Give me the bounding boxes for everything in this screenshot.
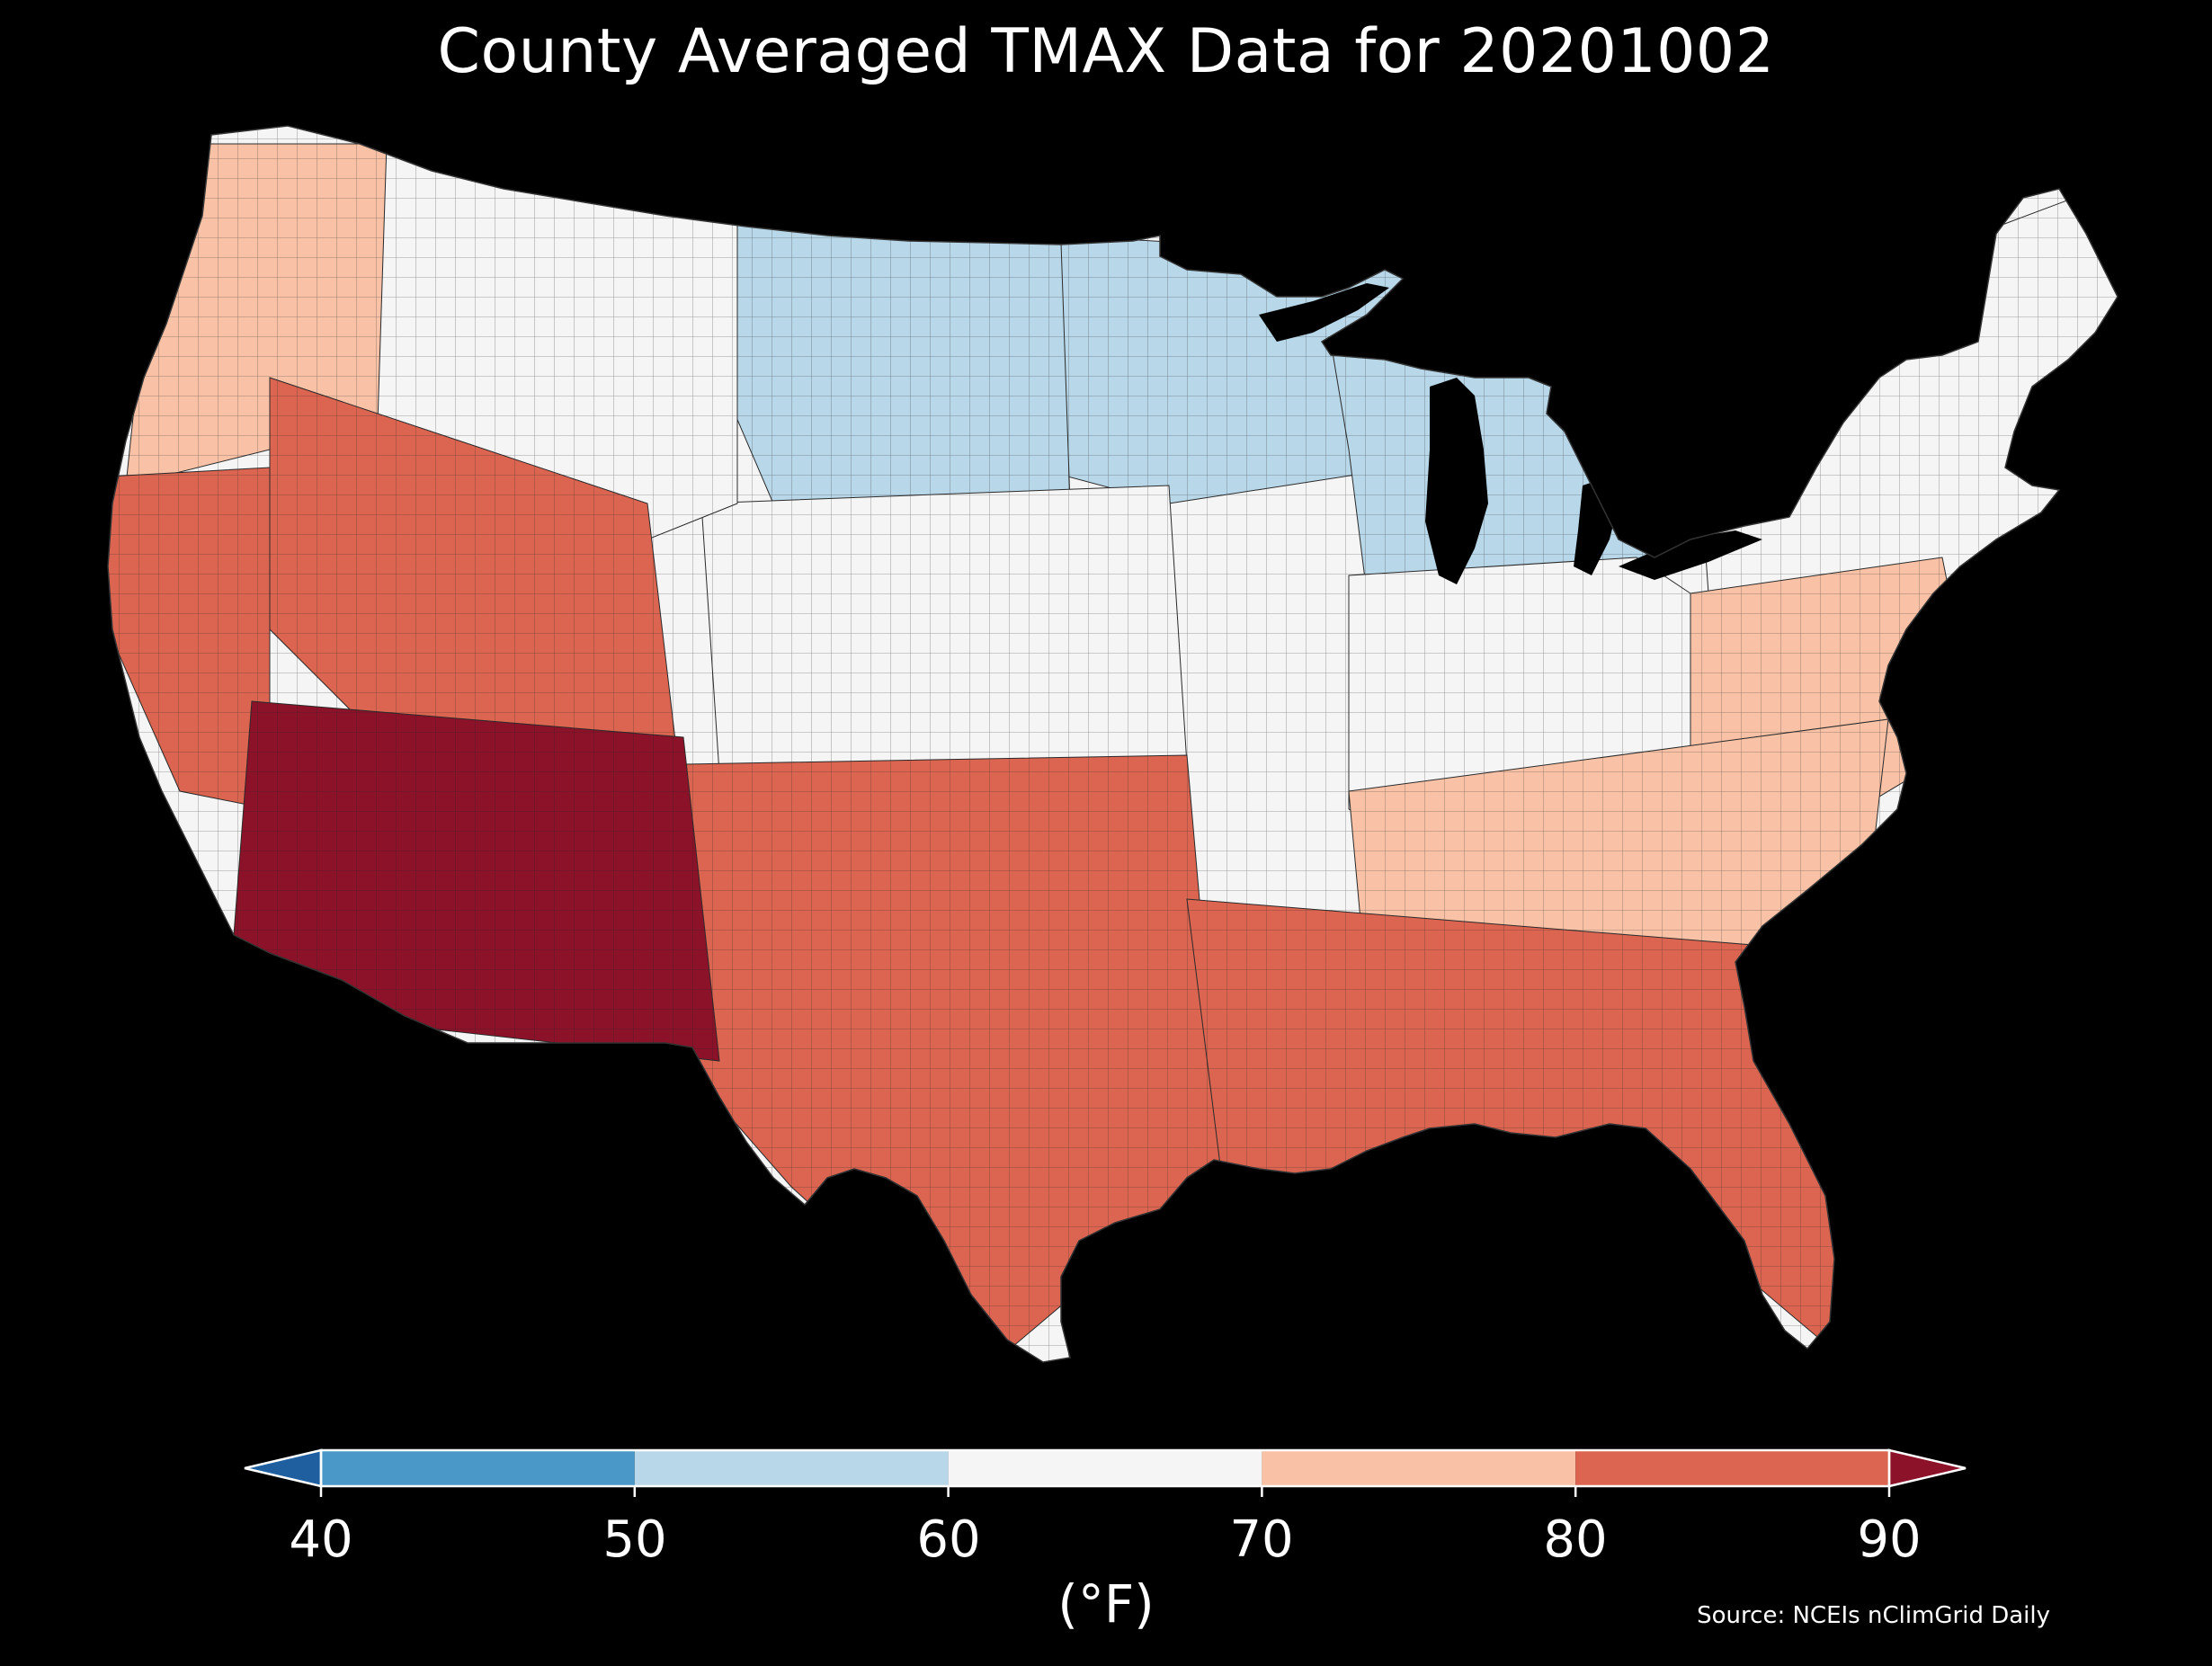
colorbar-under-arrow [244, 1448, 323, 1488]
colorbar-bin [634, 1450, 949, 1486]
colorbar-over-arrow [1887, 1448, 1967, 1488]
page-title: County Averaged TMAX Data for 20201002 [437, 16, 1775, 87]
source-credit: Source: NCEIs nClimGrid Daily [1697, 1602, 2050, 1629]
great-lakes [1259, 283, 1762, 584]
colorbar-tick-label: 90 [1857, 1510, 1922, 1569]
colorbar-bin [321, 1450, 635, 1486]
colorbar-units-label: (°F) [1057, 1573, 1155, 1635]
colorbar-tick-label: 40 [289, 1510, 353, 1569]
colorbar-tick-label: 60 [916, 1510, 981, 1569]
colorbar-bin [1575, 1450, 1889, 1486]
colorbar-tick-label: 50 [602, 1510, 667, 1569]
colorbar-frame [319, 1448, 1891, 1488]
colorbar-tick-label: 80 [1543, 1510, 1608, 1569]
colorbar-bin [948, 1450, 1262, 1486]
colorbar-tick-label: 70 [1229, 1510, 1294, 1569]
conus-outline [107, 125, 2118, 1363]
colorbar-bin [1262, 1450, 1576, 1486]
